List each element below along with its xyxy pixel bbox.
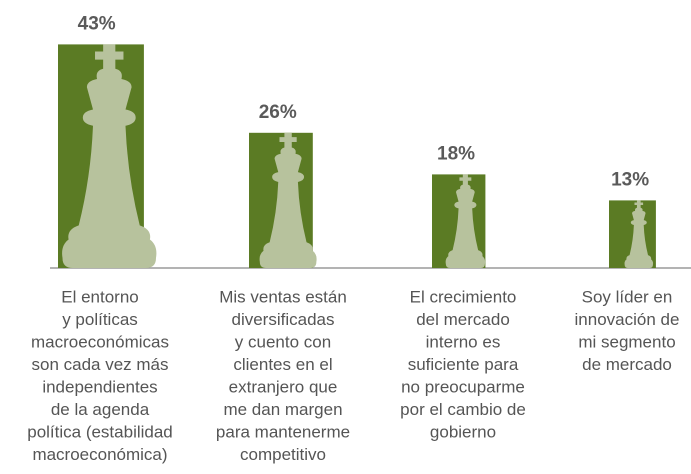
- x-tick-label: política (estabilidad: [27, 422, 173, 441]
- value-label: 43%: [78, 13, 116, 34]
- x-tick-label: El entorno: [61, 287, 139, 306]
- x-tick-label: extranjero que: [229, 377, 338, 396]
- x-tick-label: de mercado: [582, 355, 672, 374]
- chess-king: [259, 132, 317, 269]
- x-tick-label: y políticas: [62, 310, 138, 329]
- x-tick-label: interno es: [426, 332, 501, 351]
- chess-king: [62, 44, 157, 269]
- x-tick-label: de la agenda: [51, 400, 150, 419]
- x-tick-label: suficiente para: [408, 355, 519, 374]
- x-tick-label: competitivo: [240, 445, 326, 464]
- x-tick-label: por el cambio de: [400, 400, 526, 419]
- x-tick-label: Soy líder en: [582, 287, 673, 306]
- x-tick-label: no preocuparme: [401, 377, 525, 396]
- x-tick-label: clientes en el: [233, 355, 332, 374]
- x-tick-label: son cada vez más: [31, 355, 168, 374]
- x-tick-label: mi segmento: [578, 332, 675, 351]
- x-tick-label: y cuento con: [235, 332, 331, 351]
- x-tick-label: para mantenerme: [216, 422, 350, 441]
- x-tick-label: macroeconómica): [32, 445, 167, 464]
- x-tick-label: independientes: [42, 377, 157, 396]
- x-tick-label: El crecimiento: [410, 287, 517, 306]
- x-tick-label: Mis ventas están: [219, 287, 347, 306]
- x-tick-label: gobierno: [430, 422, 496, 441]
- value-label: 13%: [611, 169, 649, 190]
- value-label: 18%: [437, 143, 475, 164]
- x-tick-label: innovación de: [575, 310, 680, 329]
- x-tick-label: macroeconómicas: [31, 332, 169, 351]
- x-tick-label: del mercado: [416, 310, 510, 329]
- chess-king: [624, 200, 654, 268]
- chess-king: [445, 174, 486, 268]
- x-tick-label: diversificadas: [232, 310, 335, 329]
- x-tick-label: me dan margen: [223, 400, 342, 419]
- value-label: 26%: [259, 102, 297, 123]
